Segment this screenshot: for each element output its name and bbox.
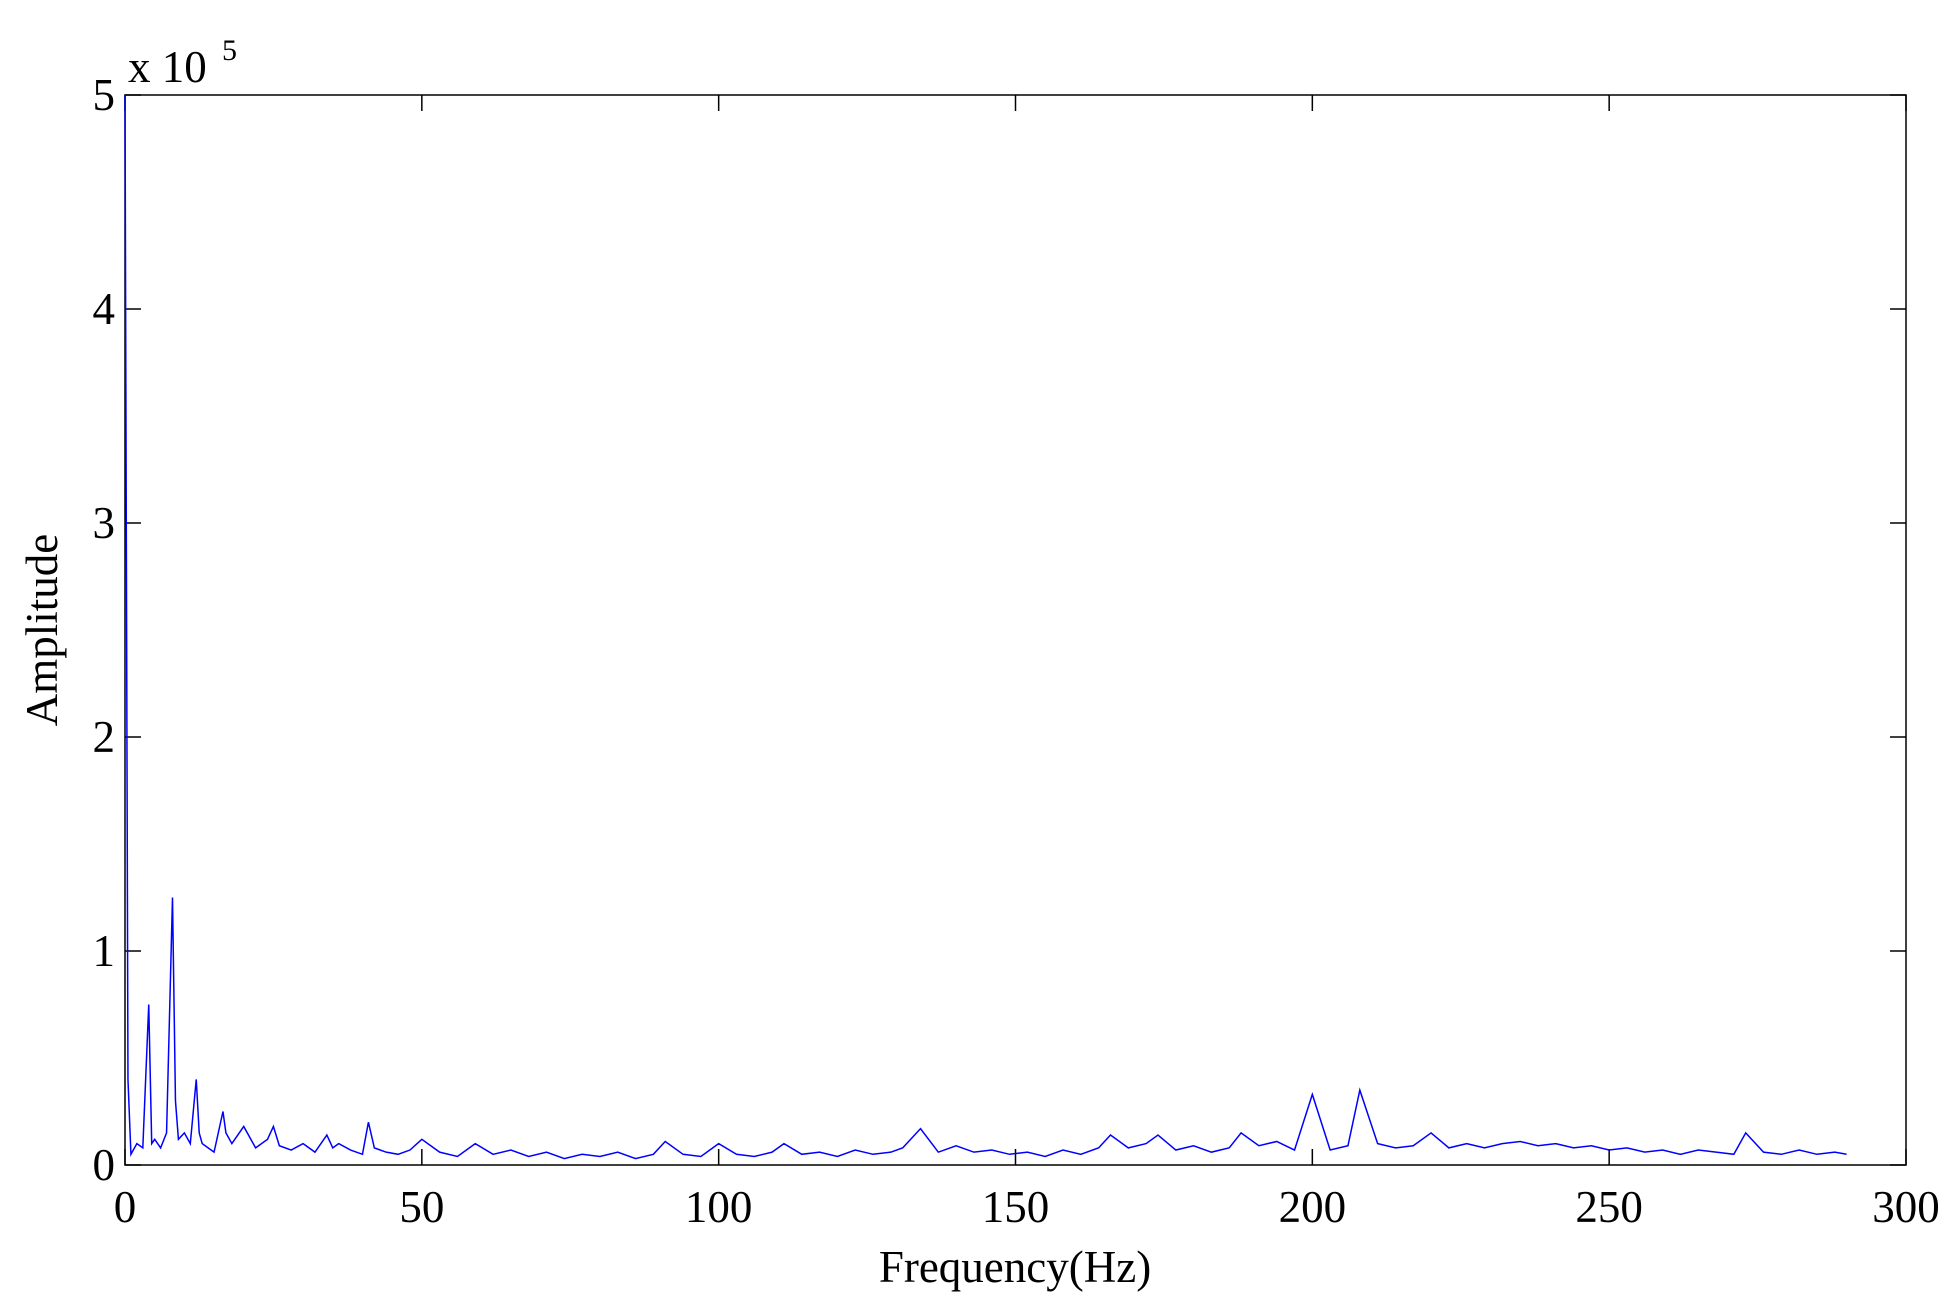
y-tick-label: 1	[93, 926, 116, 976]
spectrum-line	[124, 94, 1847, 1160]
y-tick-label: 2	[93, 712, 116, 762]
plot-frame	[124, 94, 1907, 1166]
x-tick-label: 250	[1575, 1182, 1643, 1232]
x-tick-label: 300	[1872, 1182, 1940, 1232]
x-tick-label: 100	[685, 1182, 753, 1232]
y-tick-label: 5	[93, 70, 116, 120]
y-tick-label: 3	[93, 498, 116, 548]
y-tick-label: 0	[93, 1140, 116, 1190]
x-tick-label: 50	[399, 1182, 444, 1232]
y-axis-label: Amplitude	[17, 534, 67, 726]
y-multiplier-exponent: 5	[222, 34, 237, 67]
y-tick-label: 4	[93, 284, 116, 334]
y-multiplier: x 10	[128, 42, 207, 92]
x-tick-label: 150	[982, 1182, 1050, 1232]
x-tick-label: 200	[1279, 1182, 1347, 1232]
x-axis-label: Frequency(Hz)	[879, 1242, 1151, 1292]
x-tick-label: 0	[114, 1182, 137, 1232]
